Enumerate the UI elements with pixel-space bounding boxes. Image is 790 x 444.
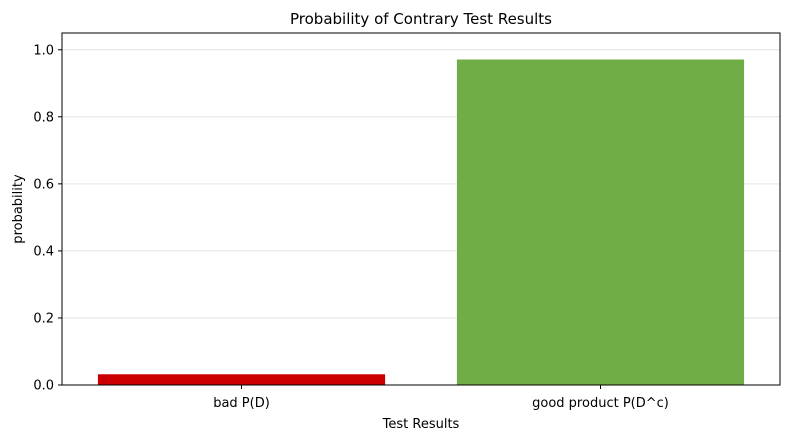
plot-area-frame [61,32,781,386]
y-tick-label: 0.8 [33,110,54,125]
y-tick-label: 0.0 [33,379,54,394]
x-tick-label: good product P(D^c) [532,396,669,411]
bar-2 [456,59,745,385]
x-axis-ticks: bad P(D) good product P(D^c) [213,385,669,411]
chart-title: Probability of Contrary Test Results [290,10,552,28]
y-tick-label: 0.4 [33,244,54,259]
x-tick-label: bad P(D) [213,396,270,411]
y-tick-label: 0.6 [33,177,54,192]
y-axis-ticks: 0.0 0.2 0.4 0.6 0.8 1.0 [33,43,62,394]
y-axis-label: probability [11,174,26,244]
x-axis-label: Test Results [382,417,460,432]
bars [97,59,745,385]
y-tick-label: 1.0 [33,43,54,58]
bar-1 [97,374,386,385]
y-tick-label: 0.2 [33,311,54,326]
